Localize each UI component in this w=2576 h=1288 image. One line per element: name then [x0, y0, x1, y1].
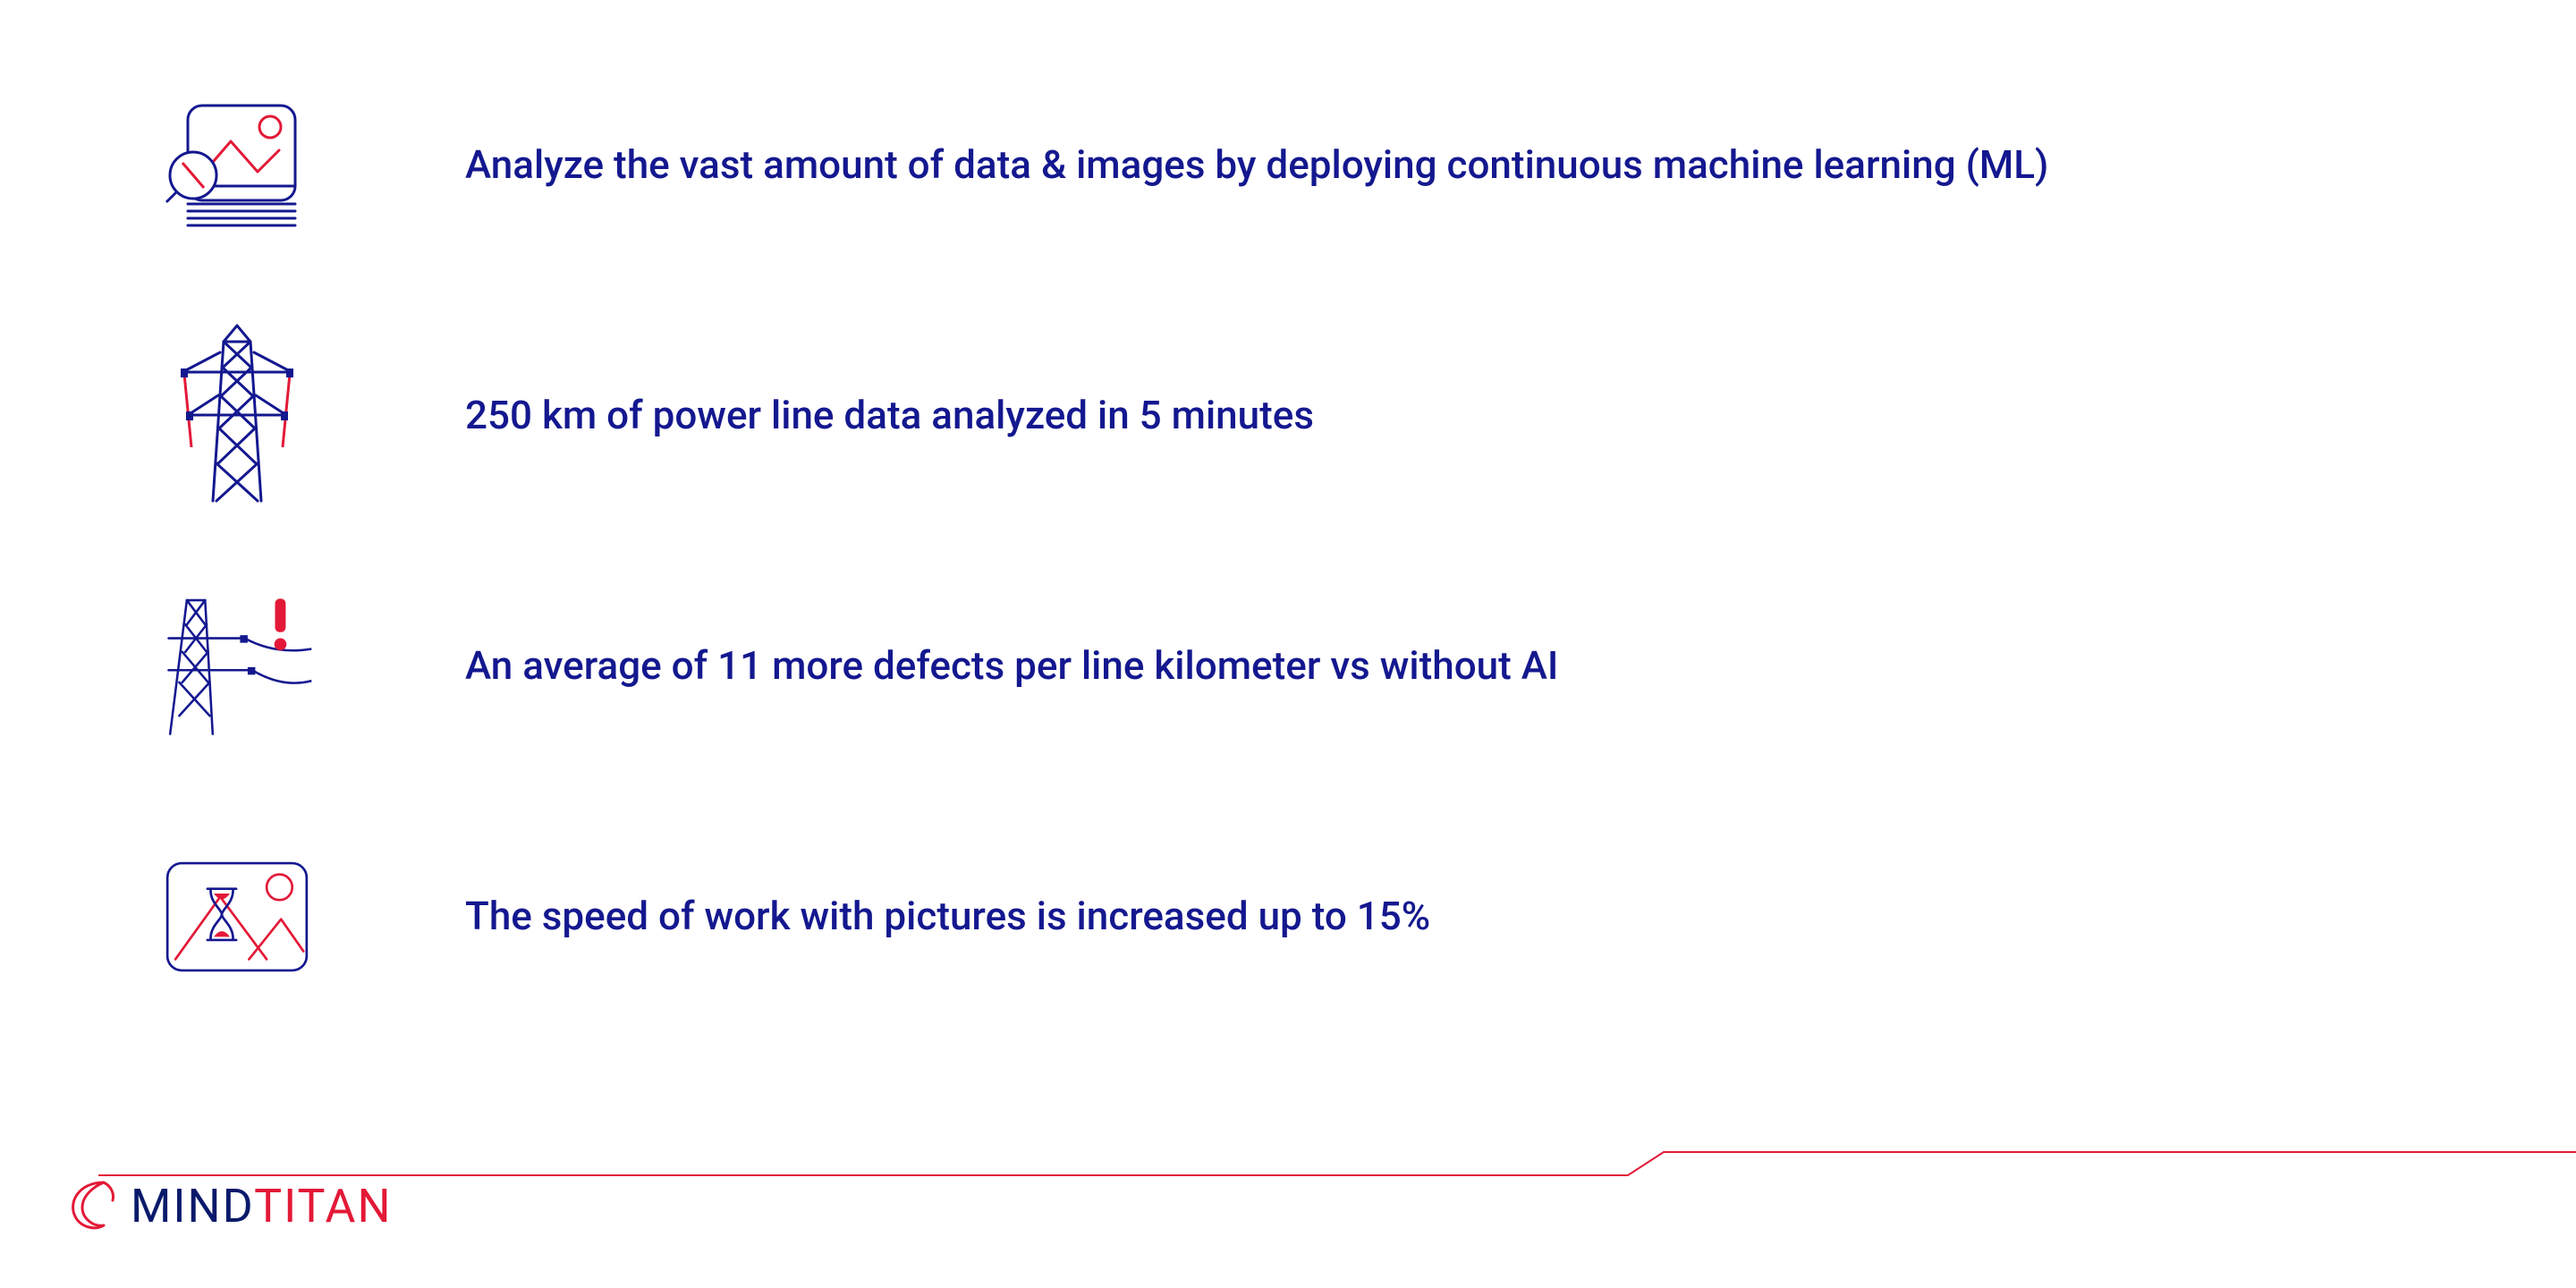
picture-hourglass-icon — [161, 841, 313, 993]
logo-text-part1: MIND — [131, 1179, 254, 1233]
benefit-row: Analyze the vast amount of data & images… — [161, 89, 2415, 242]
benefit-row: 250 km of power line data analyzed in 5 … — [161, 340, 2415, 492]
logo-mark-icon — [63, 1177, 120, 1234]
footer-divider — [0, 1148, 2576, 1150]
benefit-text: Analyze the vast amount of data & images… — [465, 138, 2415, 193]
footer: MINDTITAN — [0, 1148, 2576, 1234]
logo-text-part2: TITAN — [254, 1179, 392, 1233]
logo-text: MINDTITAN — [131, 1179, 393, 1233]
power-tower-icon — [161, 340, 313, 492]
infographic-content: Analyze the vast amount of data & images… — [0, 0, 2576, 993]
tower-alert-icon — [161, 590, 313, 742]
logo: MINDTITAN — [0, 1177, 2576, 1234]
benefit-text: The speed of work with pictures is incre… — [465, 889, 2415, 945]
benefit-row: The speed of work with pictures is incre… — [161, 841, 2415, 993]
benefit-row: An average of 11 more defects per line k… — [161, 590, 2415, 742]
benefit-text: An average of 11 more defects per line k… — [465, 639, 2415, 694]
benefit-text: 250 km of power line data analyzed in 5 … — [465, 388, 2415, 444]
image-stack-icon — [161, 89, 313, 242]
